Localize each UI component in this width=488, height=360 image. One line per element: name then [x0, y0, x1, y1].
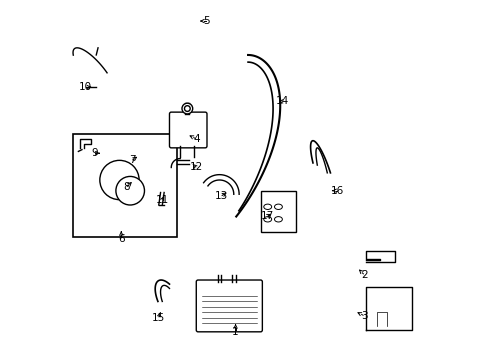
Text: 12: 12	[189, 162, 203, 172]
Ellipse shape	[263, 217, 271, 222]
Text: 2: 2	[360, 270, 366, 280]
Text: 13: 13	[214, 191, 227, 201]
Text: 5: 5	[203, 16, 210, 26]
Ellipse shape	[263, 204, 271, 210]
Text: 7: 7	[128, 156, 135, 165]
Text: 3: 3	[360, 311, 366, 321]
Text: 14: 14	[275, 96, 288, 107]
Text: 15: 15	[152, 312, 165, 323]
Text: 17: 17	[261, 211, 274, 221]
Text: 16: 16	[330, 186, 343, 196]
Text: 10: 10	[79, 82, 92, 92]
FancyBboxPatch shape	[196, 280, 262, 332]
Text: 9: 9	[91, 148, 98, 158]
Circle shape	[184, 106, 190, 111]
Text: 8: 8	[123, 182, 130, 192]
Bar	[73, 134, 176, 237]
Bar	[260, 191, 296, 232]
Text: 1: 1	[232, 327, 239, 337]
Circle shape	[182, 103, 192, 114]
FancyBboxPatch shape	[169, 112, 206, 148]
Text: 11: 11	[155, 195, 169, 204]
Ellipse shape	[274, 217, 282, 222]
Text: 4: 4	[193, 134, 199, 144]
Text: 6: 6	[118, 234, 124, 244]
Ellipse shape	[274, 204, 282, 210]
Circle shape	[116, 176, 144, 205]
Circle shape	[100, 160, 139, 200]
